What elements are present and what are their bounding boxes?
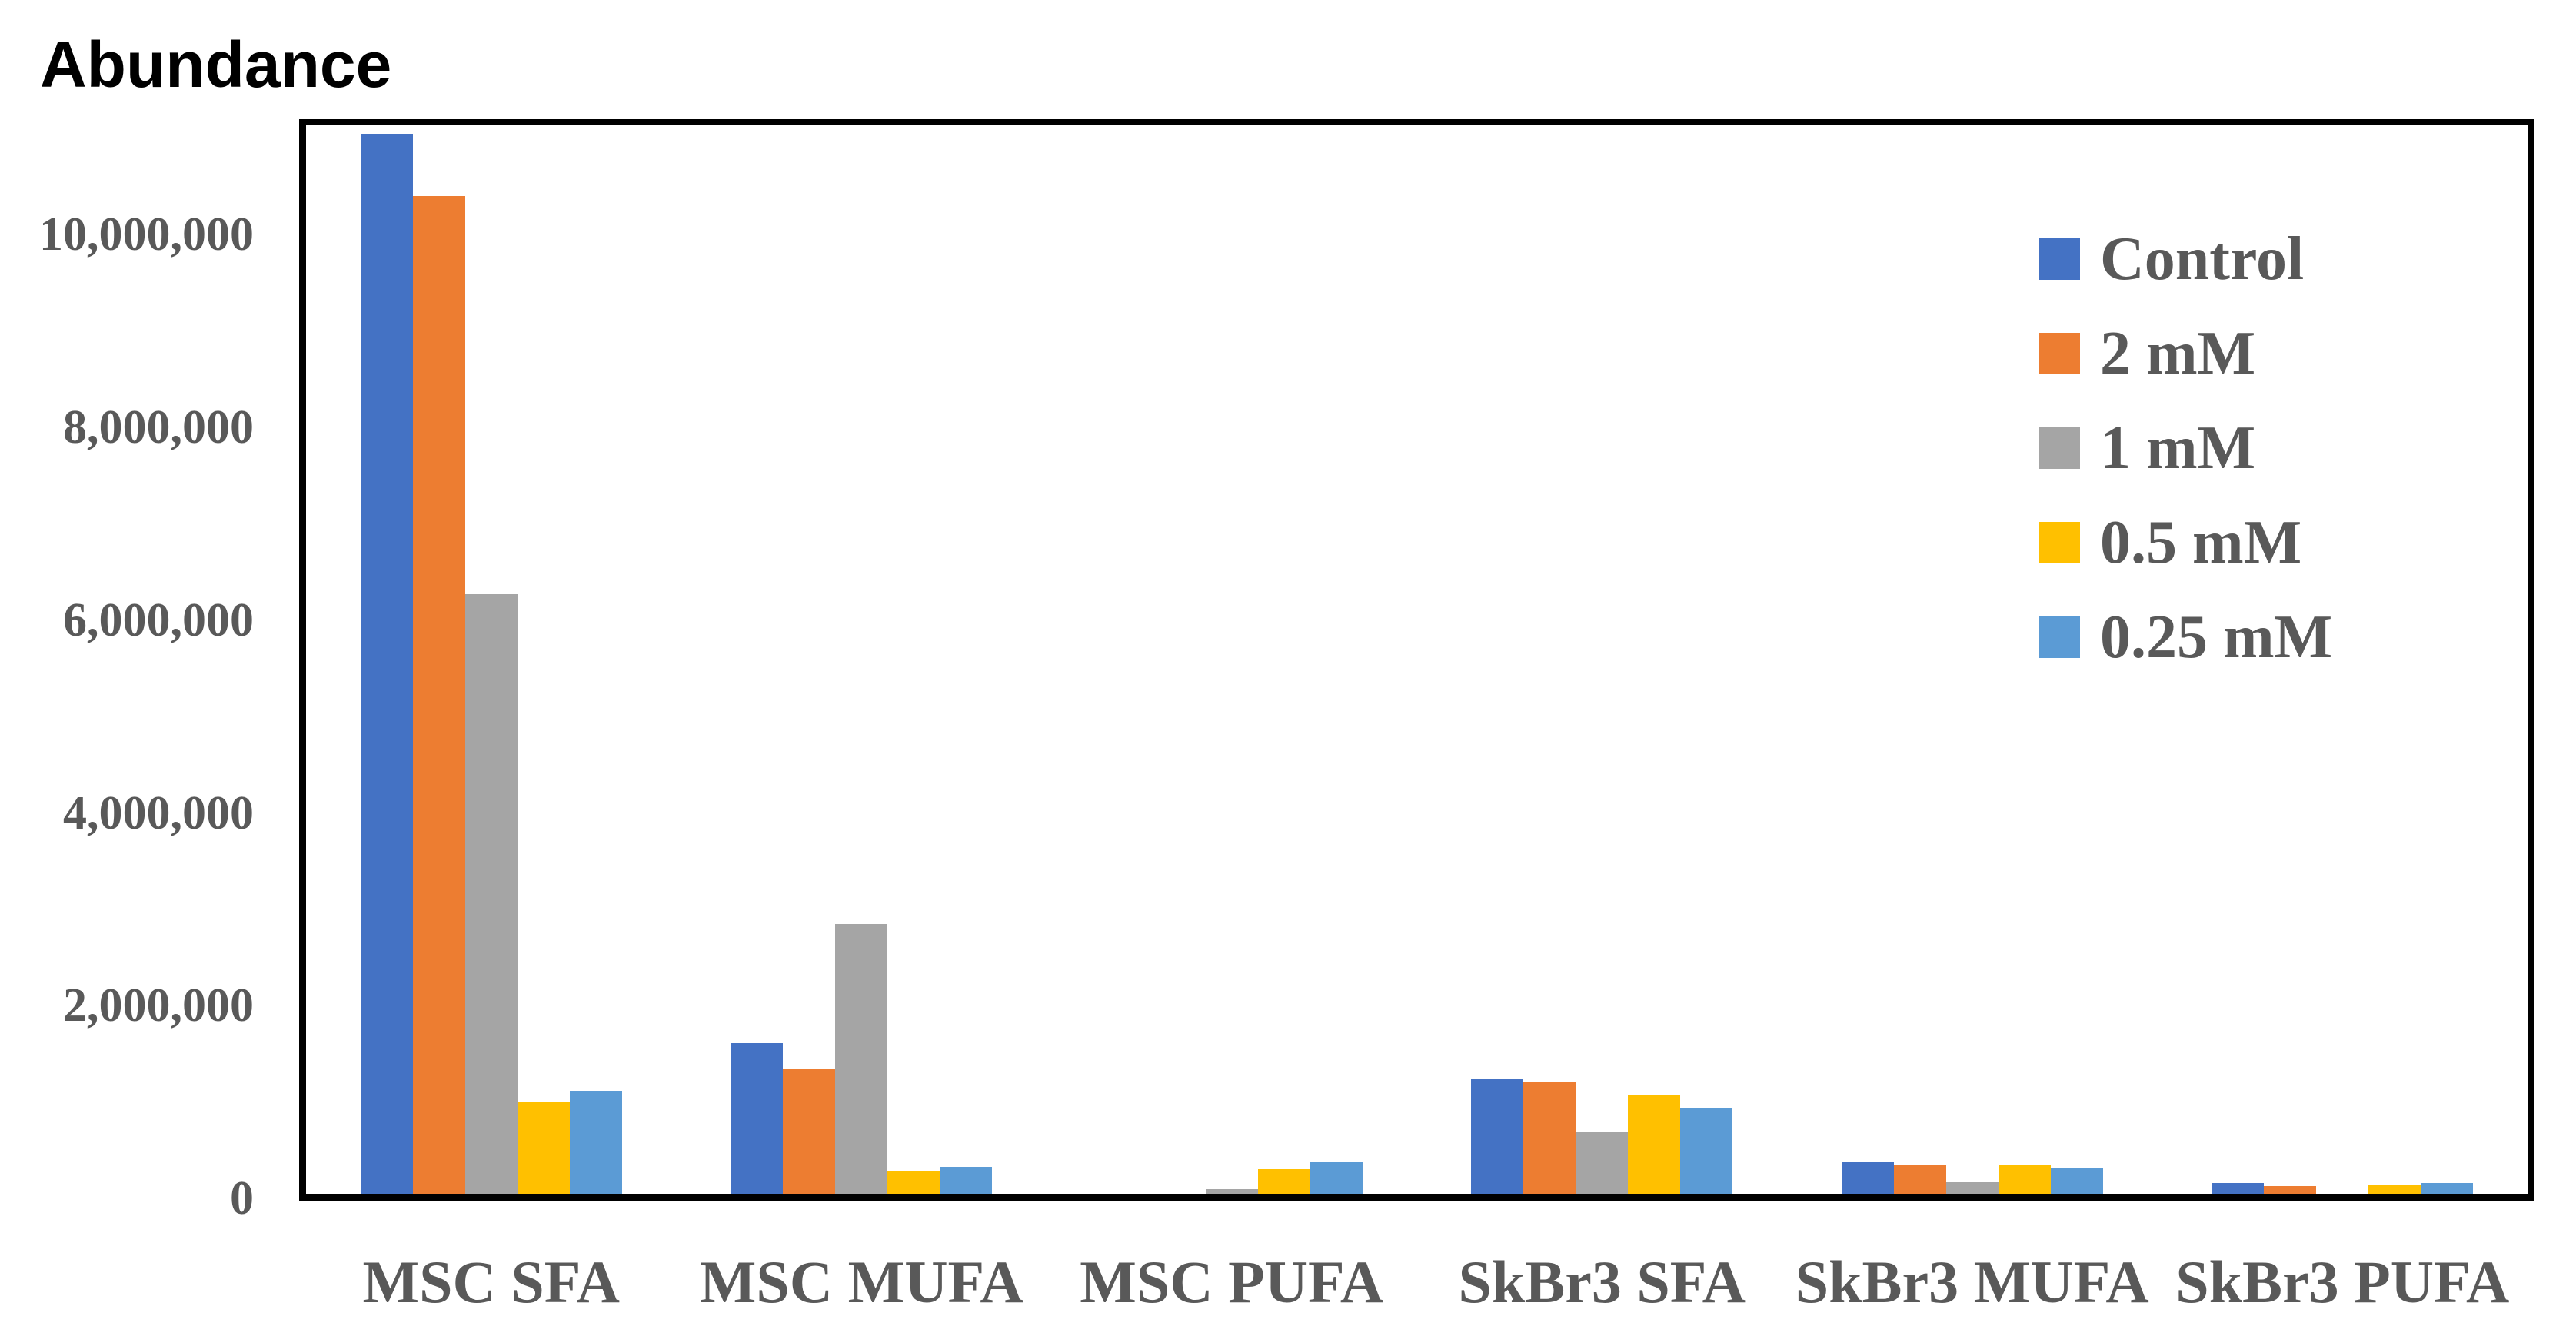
legend-item-0-25-mm: 0.25 mM bbox=[2039, 599, 2332, 676]
y-tick-label: 10,000,000 bbox=[39, 208, 254, 261]
legend-label: 1 mM bbox=[2100, 414, 2256, 482]
plot-border-right bbox=[2528, 119, 2534, 1198]
bar-0-25-mm-skbr3-mufa bbox=[2050, 1168, 2103, 1198]
legend-swatch-icon bbox=[2039, 616, 2080, 658]
bar-0-25-mm-msc-mufa bbox=[940, 1166, 993, 1198]
bar-1-mm-msc-mufa bbox=[835, 923, 888, 1198]
bar-1-mm-msc-sfa bbox=[464, 594, 518, 1198]
legend-swatch-icon bbox=[2039, 238, 2080, 280]
bar-control-msc-mufa bbox=[731, 1043, 784, 1198]
y-tick-label: 0 bbox=[230, 1172, 254, 1225]
x-category-label-skbr3-sfa: SkBr3 SFA bbox=[1458, 1248, 1746, 1315]
bar-control-skbr3-mufa bbox=[1841, 1162, 1894, 1198]
bar-control-msc-sfa bbox=[360, 133, 413, 1198]
bar-0-25-mm-msc-sfa bbox=[569, 1090, 622, 1198]
x-category-label-skbr3-mufa: SkBr3 MUFA bbox=[1795, 1248, 2149, 1315]
bar-2-mm-skbr3-mufa bbox=[1893, 1165, 1946, 1198]
bar-2-mm-skbr3-sfa bbox=[1523, 1082, 1576, 1198]
legend-label: Control bbox=[2100, 225, 2305, 293]
x-category-label-msc-mufa: MSC MUFA bbox=[699, 1248, 1023, 1315]
x-category-label-msc-pufa: MSC PUFA bbox=[1080, 1248, 1384, 1315]
bar-0-5-mm-msc-pufa bbox=[1257, 1169, 1310, 1198]
bar-2-mm-msc-mufa bbox=[783, 1069, 836, 1198]
bar-1-mm-skbr3-sfa bbox=[1576, 1132, 1629, 1198]
legend-swatch-icon bbox=[2039, 333, 2080, 374]
legend-label: 0.25 mM bbox=[2100, 603, 2333, 671]
legend-item-control: Control bbox=[2039, 221, 2304, 297]
bar-0-5-mm-skbr3-mufa bbox=[1998, 1165, 2051, 1198]
bar-0-5-mm-msc-sfa bbox=[517, 1102, 570, 1198]
bar-0-25-mm-msc-pufa bbox=[1310, 1162, 1363, 1198]
x-category-label-skbr3-pufa: SkBr3 PUFA bbox=[2175, 1248, 2510, 1315]
legend-swatch-icon bbox=[2039, 427, 2080, 469]
y-tick-label: 8,000,000 bbox=[63, 401, 254, 454]
y-tick-label: 6,000,000 bbox=[63, 593, 254, 646]
legend-item-1-mm: 1 mM bbox=[2039, 410, 2255, 487]
y-axis-line bbox=[299, 119, 306, 1198]
plot-area bbox=[299, 119, 2534, 1201]
legend-label: 2 mM bbox=[2100, 320, 2256, 387]
bar-0-5-mm-msc-mufa bbox=[887, 1170, 940, 1198]
legend-label: 0.5 mM bbox=[2100, 509, 2302, 577]
legend-item-0-5-mm: 0.5 mM bbox=[2039, 504, 2301, 581]
bar-0-25-mm-skbr3-sfa bbox=[1680, 1108, 1733, 1198]
bar-2-mm-msc-sfa bbox=[412, 196, 465, 1198]
y-tick-label: 4,000,000 bbox=[63, 786, 254, 839]
x-category-label-msc-sfa: MSC SFA bbox=[362, 1248, 620, 1315]
plot-border-top bbox=[306, 119, 2534, 125]
chart-title: Abundance bbox=[40, 28, 392, 101]
bar-control-skbr3-sfa bbox=[1471, 1078, 1524, 1198]
legend-swatch-icon bbox=[2039, 522, 2080, 563]
x-axis-line bbox=[299, 1194, 2534, 1201]
bar-0-5-mm-skbr3-sfa bbox=[1628, 1094, 1681, 1198]
legend-item-2-mm: 2 mM bbox=[2039, 315, 2255, 392]
y-tick-label: 2,000,000 bbox=[63, 979, 254, 1032]
